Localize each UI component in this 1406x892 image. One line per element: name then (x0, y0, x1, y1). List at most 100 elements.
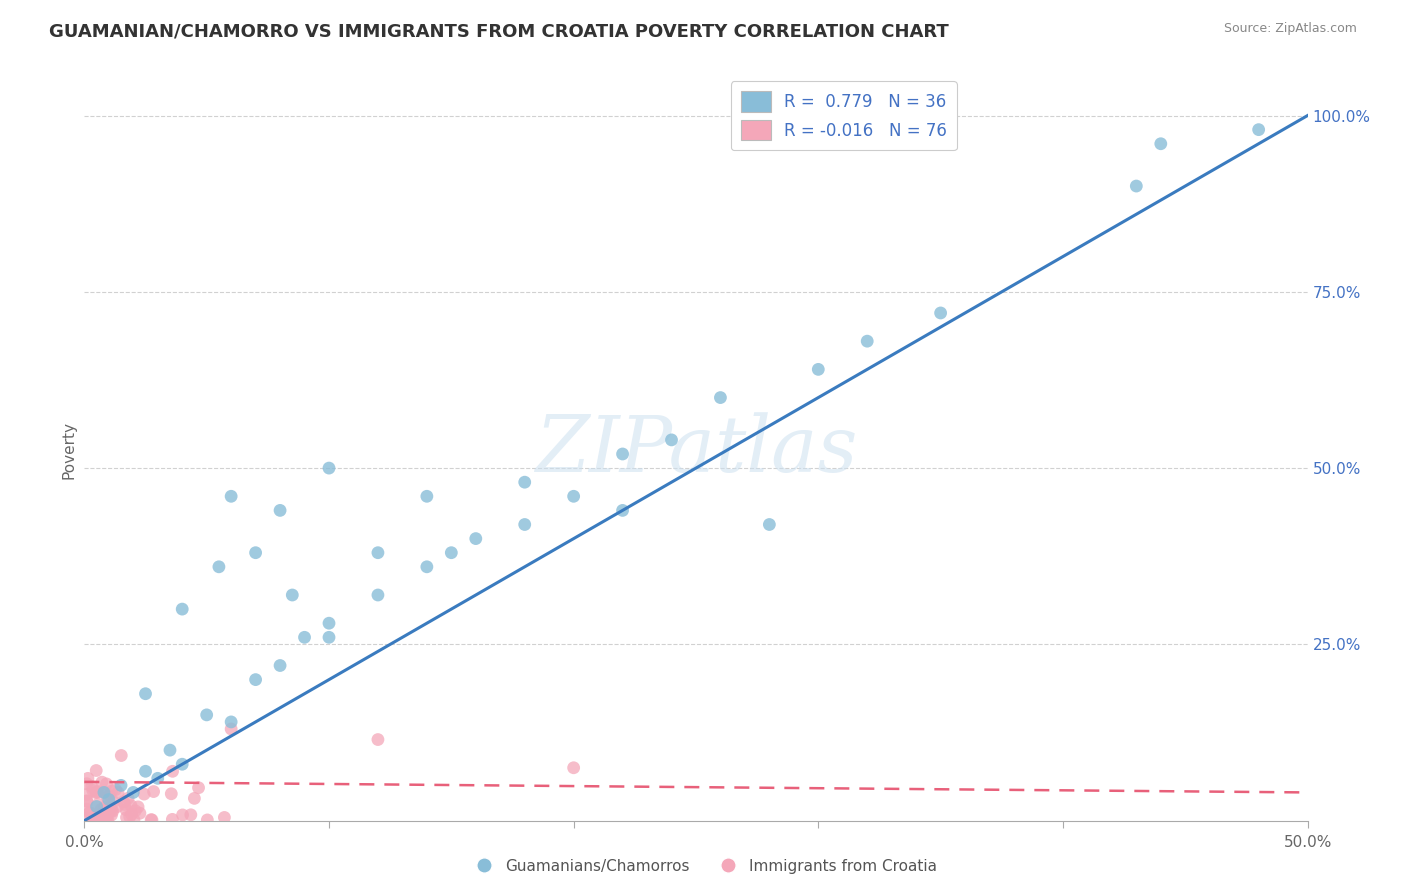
Point (146, 772, 169, 786)
Point (96, 777, 118, 791)
Point (90, 811, 112, 825)
Point (612, 447, 634, 461)
Point (114, 797, 136, 812)
Point (93, 800, 115, 814)
Point (513, 475, 536, 490)
Point (117, 791, 139, 805)
Point (82, 783, 104, 797)
Point (91, 775, 114, 789)
Point (76, 811, 98, 825)
Text: GUAMANIAN/CHAMORRO VS IMMIGRANTS FROM CROATIA POVERTY CORRELATION CHART: GUAMANIAN/CHAMORRO VS IMMIGRANTS FROM CR… (49, 22, 949, 40)
Point (187, 780, 209, 795)
Point (76, 777, 98, 791)
Point (160, 787, 183, 801)
Point (562, 489, 585, 503)
Point (807, 362, 830, 376)
Point (141, 813, 163, 827)
Point (77, 772, 100, 786)
Point (180, 807, 202, 822)
Point (121, 807, 143, 822)
Point (195, 707, 218, 722)
Point (513, 517, 536, 532)
Point (129, 806, 152, 821)
Point (94, 806, 117, 821)
Legend: R =  0.779   N = 36, R = -0.016   N = 76: R = 0.779 N = 36, R = -0.016 N = 76 (731, 81, 956, 150)
Point (96, 809, 118, 823)
Point (758, 517, 780, 532)
Point (219, 722, 242, 736)
Point (416, 489, 439, 503)
Point (367, 546, 389, 560)
Point (120, 798, 142, 813)
Point (122, 785, 145, 799)
Point (709, 391, 731, 405)
Point (79, 805, 101, 820)
Point (115, 803, 138, 817)
Point (76, 788, 98, 802)
Point (93, 810, 115, 824)
Point (162, 813, 184, 827)
Point (195, 813, 218, 827)
Point (440, 546, 463, 560)
Point (214, 810, 236, 824)
Point (269, 658, 291, 673)
Point (318, 461, 340, 475)
Point (122, 813, 145, 827)
Point (318, 616, 340, 631)
Point (124, 804, 146, 818)
Point (86, 785, 108, 799)
Point (93, 810, 115, 824)
Point (96, 790, 118, 805)
Point (208, 559, 231, 574)
Point (97, 813, 120, 827)
Text: ZIPatlas: ZIPatlas (534, 412, 858, 489)
Point (929, 306, 952, 320)
Point (107, 786, 129, 800)
Point (245, 673, 267, 687)
Point (142, 784, 165, 798)
Point (612, 503, 634, 517)
Point (115, 810, 138, 824)
Point (245, 546, 267, 560)
Point (367, 732, 389, 747)
Point (112, 795, 135, 809)
Point (127, 800, 149, 814)
Point (90, 803, 112, 817)
Point (464, 532, 486, 546)
Text: Source: ZipAtlas.com: Source: ZipAtlas.com (1223, 22, 1357, 36)
Point (103, 795, 125, 809)
Point (76, 802, 98, 816)
Point (172, 757, 194, 772)
Point (97, 792, 120, 806)
Point (101, 804, 124, 818)
Point (84, 764, 107, 778)
Point (162, 764, 184, 779)
Point (159, 743, 181, 757)
Point (93, 785, 115, 799)
Point (135, 687, 157, 701)
Point (661, 433, 683, 447)
Point (82, 813, 104, 827)
Point (83, 811, 105, 825)
Point (1247, 122, 1270, 136)
Point (856, 334, 879, 348)
Point (1125, 179, 1147, 194)
Point (281, 588, 304, 602)
Point (172, 808, 194, 822)
Point (84, 786, 107, 800)
Point (367, 588, 389, 602)
Point (100, 803, 122, 817)
Point (98, 803, 121, 817)
Point (96, 811, 118, 825)
Point (132, 787, 155, 801)
Point (118, 810, 141, 824)
Point (79, 805, 101, 820)
Y-axis label: Poverty: Poverty (60, 421, 76, 480)
Point (87, 784, 110, 798)
Point (562, 761, 585, 775)
Point (87, 813, 110, 827)
Legend: Guamanians/Chamorros, Immigrants from Croatia: Guamanians/Chamorros, Immigrants from Cr… (463, 853, 943, 880)
Point (1150, 136, 1173, 151)
Point (76, 794, 98, 808)
Point (83, 810, 105, 824)
